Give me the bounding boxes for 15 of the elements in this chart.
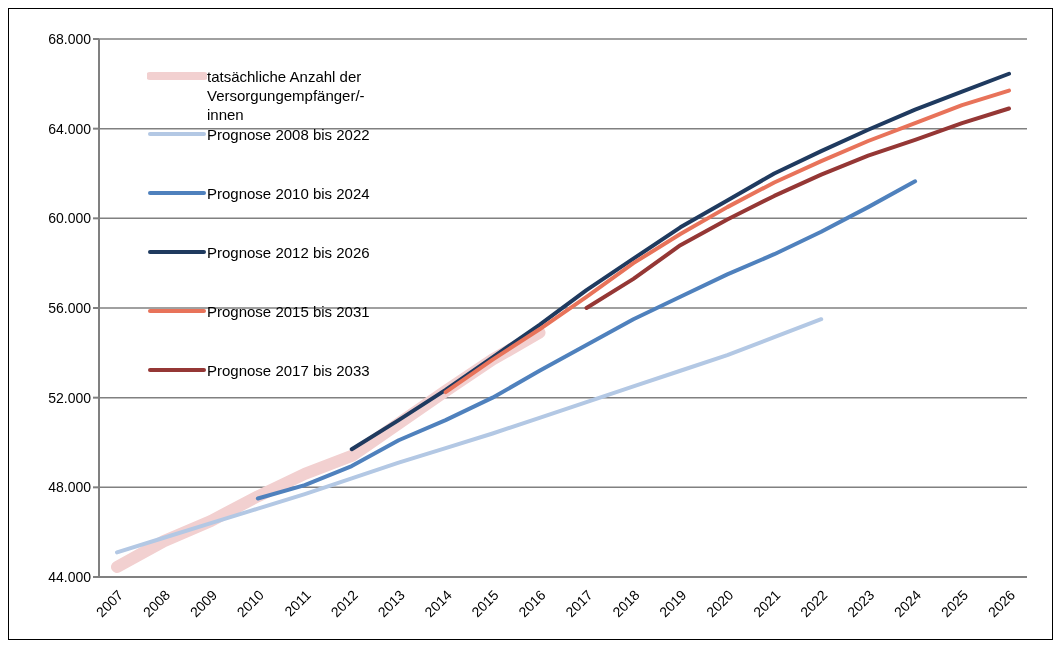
y-tick-label: 48.000 [48, 479, 92, 496]
y-tick-label: 44.000 [48, 568, 92, 585]
y-tick-label: 60.000 [48, 210, 92, 227]
legend-label: Prognose 2017 bis 2033 [207, 361, 371, 380]
legend-label: tatsächliche Anzahl der Versorgungempfänger/-innen [207, 67, 366, 124]
line-series [443, 88, 1011, 395]
y-tick-label: 68.000 [48, 30, 92, 47]
legend-label: Prognose 2008 bis 2022 [207, 125, 371, 144]
legend-label: Prognose 2012 bis 2026 [207, 243, 371, 262]
y-tick-label: 64.000 [48, 120, 92, 137]
legend-label: Prognose 2010 bis 2024 [207, 184, 371, 203]
legend-label: Prognose 2015 bis 2031 [207, 302, 371, 321]
y-tick-label: 52.000 [48, 389, 92, 406]
y-tick-label: 56.000 [48, 299, 92, 316]
line-series [584, 106, 1011, 310]
